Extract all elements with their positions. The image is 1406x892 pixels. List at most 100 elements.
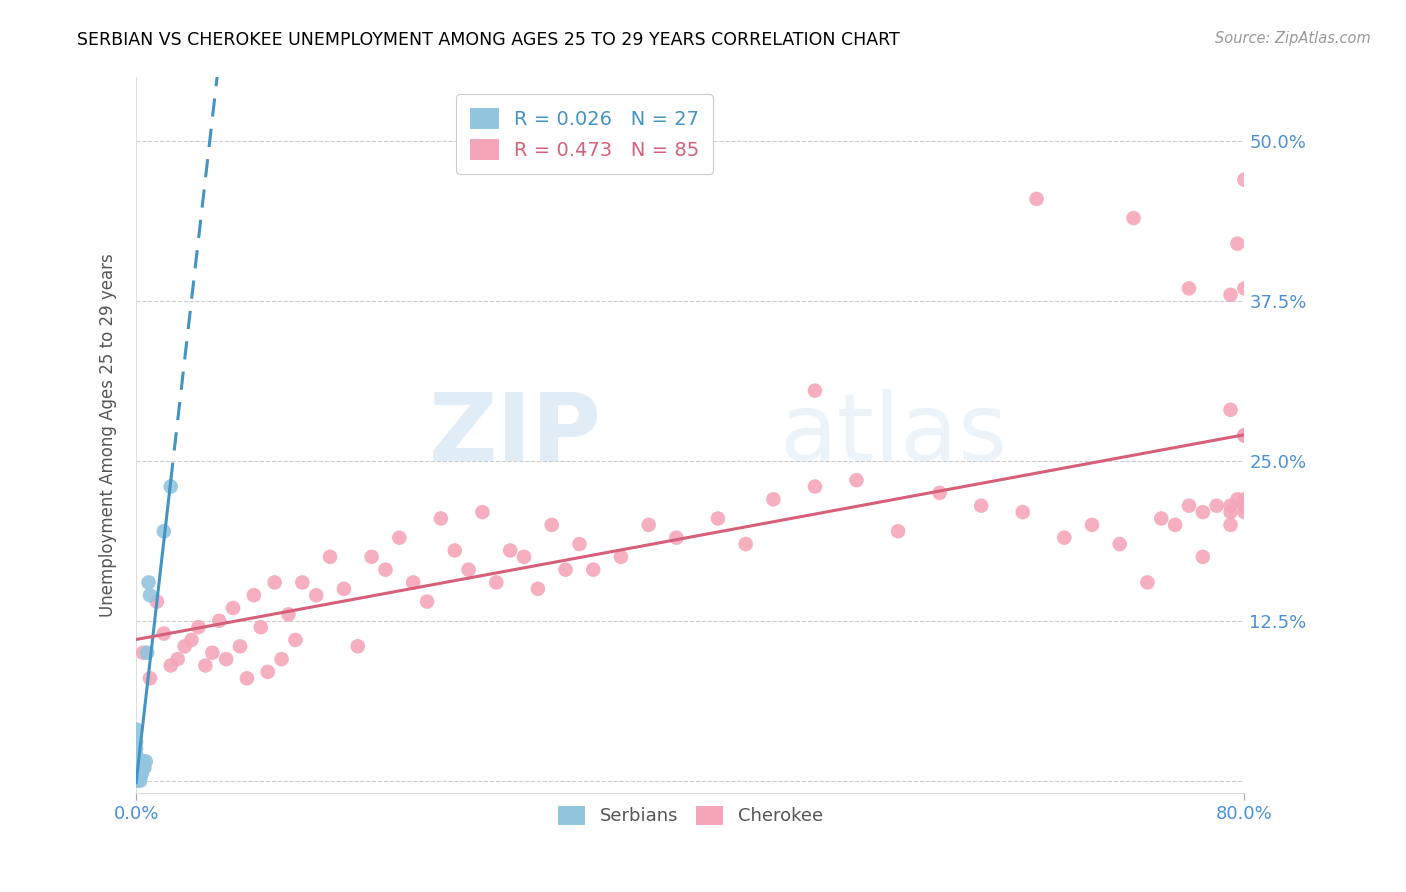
Point bbox=[1233, 499, 1256, 513]
Point bbox=[127, 767, 149, 781]
Point bbox=[129, 761, 152, 775]
Text: ZIP: ZIP bbox=[429, 390, 602, 482]
Point bbox=[138, 575, 160, 590]
Point bbox=[416, 594, 439, 608]
Point bbox=[146, 594, 169, 608]
Point bbox=[127, 761, 149, 775]
Point bbox=[1233, 428, 1256, 442]
Point bbox=[125, 773, 148, 788]
Point bbox=[1233, 492, 1256, 507]
Point bbox=[665, 531, 688, 545]
Point bbox=[270, 652, 292, 666]
Text: Source: ZipAtlas.com: Source: ZipAtlas.com bbox=[1215, 31, 1371, 46]
Point bbox=[707, 511, 730, 525]
Point bbox=[637, 517, 659, 532]
Point bbox=[471, 505, 494, 519]
Point bbox=[610, 549, 633, 564]
Point bbox=[159, 479, 181, 493]
Point bbox=[1178, 499, 1201, 513]
Point bbox=[360, 549, 382, 564]
Point bbox=[208, 614, 231, 628]
Point bbox=[1233, 505, 1256, 519]
Point bbox=[125, 723, 148, 737]
Point bbox=[159, 658, 181, 673]
Point bbox=[1219, 505, 1241, 519]
Point bbox=[1053, 531, 1076, 545]
Point bbox=[582, 563, 605, 577]
Point bbox=[153, 626, 176, 640]
Point bbox=[187, 620, 209, 634]
Point bbox=[136, 646, 159, 660]
Point bbox=[1164, 517, 1187, 532]
Point bbox=[125, 761, 148, 775]
Point bbox=[1233, 499, 1256, 513]
Point bbox=[804, 479, 827, 493]
Point bbox=[333, 582, 356, 596]
Text: atlas: atlas bbox=[779, 390, 1007, 482]
Point bbox=[1219, 287, 1241, 301]
Point bbox=[284, 632, 307, 647]
Point bbox=[277, 607, 299, 622]
Point bbox=[457, 563, 479, 577]
Point bbox=[131, 767, 153, 781]
Point bbox=[1081, 517, 1104, 532]
Point bbox=[129, 773, 152, 788]
Point bbox=[129, 767, 152, 781]
Point bbox=[1108, 537, 1130, 551]
Point bbox=[887, 524, 910, 539]
Point bbox=[215, 652, 238, 666]
Point bbox=[1226, 236, 1249, 251]
Point bbox=[1233, 281, 1256, 295]
Point bbox=[1178, 281, 1201, 295]
Point bbox=[1011, 505, 1033, 519]
Point bbox=[229, 640, 252, 654]
Point bbox=[554, 563, 576, 577]
Point bbox=[1233, 499, 1256, 513]
Point bbox=[173, 640, 195, 654]
Point bbox=[485, 575, 508, 590]
Point bbox=[194, 658, 217, 673]
Point bbox=[443, 543, 465, 558]
Point bbox=[1122, 211, 1144, 225]
Point bbox=[970, 499, 993, 513]
Point bbox=[132, 646, 155, 660]
Point bbox=[305, 588, 328, 602]
Point bbox=[1219, 517, 1241, 532]
Point bbox=[374, 563, 396, 577]
Point bbox=[527, 582, 550, 596]
Point bbox=[499, 543, 522, 558]
Point bbox=[845, 473, 868, 487]
Point bbox=[1136, 575, 1159, 590]
Point bbox=[222, 601, 245, 615]
Point bbox=[201, 646, 224, 660]
Point bbox=[1233, 428, 1256, 442]
Point bbox=[128, 761, 150, 775]
Point bbox=[568, 537, 591, 551]
Point bbox=[734, 537, 756, 551]
Point bbox=[762, 492, 785, 507]
Point bbox=[1233, 172, 1256, 186]
Point bbox=[236, 671, 259, 685]
Point bbox=[263, 575, 285, 590]
Point bbox=[125, 741, 148, 756]
Point bbox=[125, 747, 148, 762]
Point bbox=[928, 486, 950, 500]
Point bbox=[134, 761, 156, 775]
Legend: Serbians, Cherokee: Serbians, Cherokee bbox=[548, 797, 832, 834]
Point bbox=[346, 640, 368, 654]
Point bbox=[139, 588, 162, 602]
Point bbox=[166, 652, 188, 666]
Point bbox=[132, 761, 155, 775]
Point bbox=[153, 524, 176, 539]
Point bbox=[243, 588, 266, 602]
Point bbox=[249, 620, 271, 634]
Y-axis label: Unemployment Among Ages 25 to 29 years: Unemployment Among Ages 25 to 29 years bbox=[100, 253, 117, 617]
Point bbox=[1025, 192, 1047, 206]
Point bbox=[131, 761, 153, 775]
Point bbox=[1192, 549, 1215, 564]
Point bbox=[135, 755, 157, 769]
Point bbox=[1150, 511, 1173, 525]
Point bbox=[125, 755, 148, 769]
Point bbox=[1233, 428, 1256, 442]
Point bbox=[132, 755, 155, 769]
